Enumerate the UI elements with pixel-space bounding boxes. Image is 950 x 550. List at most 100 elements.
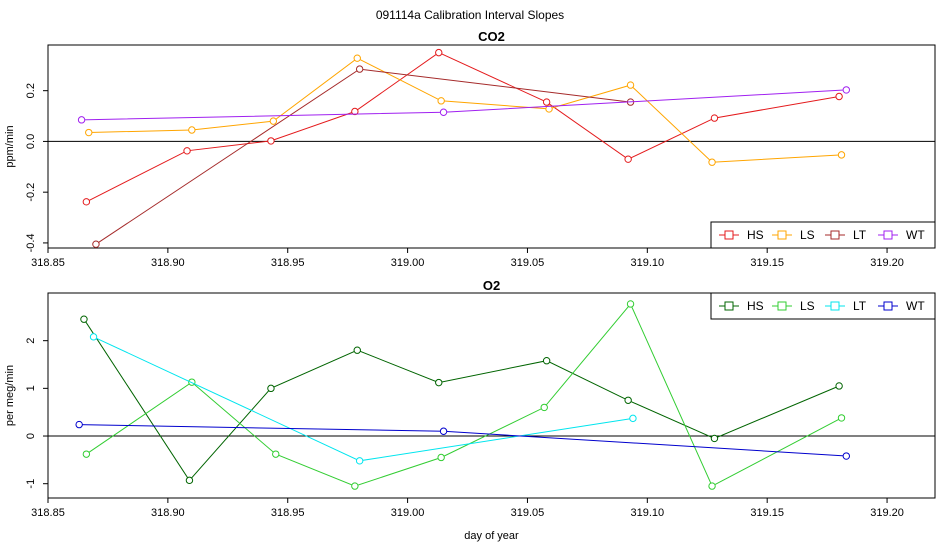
- legend-label-hs: HS: [747, 299, 764, 313]
- data-point-ls: [626, 300, 635, 308]
- data-point-ls: [353, 54, 361, 62]
- data-point-ls: [85, 128, 93, 137]
- data-point-hs: [80, 315, 88, 323]
- y-tick-label: -1: [25, 479, 37, 489]
- data-point-wt: [842, 452, 850, 460]
- x-tick-label: 318.85: [31, 507, 65, 519]
- legend-label-lt: LT: [853, 299, 867, 313]
- data-point-wt: [439, 108, 448, 116]
- legend-marker-lt: [830, 301, 840, 311]
- main-title: 091114a Calibration Interval Slopes: [376, 8, 564, 22]
- x-tick-label: 319.20: [870, 507, 904, 519]
- data-point-hs: [267, 384, 275, 393]
- y-tick-label: 0.2: [25, 83, 37, 98]
- data-point-hs: [542, 356, 551, 365]
- data-point-wt: [75, 420, 83, 429]
- data-point-hs: [82, 198, 91, 206]
- x-tick-label: 318.85: [31, 257, 65, 269]
- y-tick-label: 2: [25, 338, 37, 344]
- data-point-wt: [439, 427, 448, 435]
- data-point-lt: [355, 457, 364, 465]
- y-tick-label: -0.4: [25, 233, 37, 252]
- legend-marker-ls: [777, 301, 787, 311]
- data-point-ls: [269, 117, 278, 125]
- data-point-wt: [77, 116, 86, 124]
- data-point-lt: [629, 414, 637, 423]
- data-point-hs: [710, 434, 719, 443]
- o2-panel: O2 318.85 318.90 318.95 319.00 319.05 319.10 31…: [4, 278, 936, 542]
- series-line-ls: [86, 303, 842, 487]
- data-point-hs: [183, 147, 191, 155]
- y-axis-label: ppm/min: [4, 125, 16, 167]
- series-line-hs: [83, 318, 840, 482]
- x-tick-label: 319.10: [630, 507, 664, 519]
- legend-box: [710, 292, 936, 320]
- y-axis-label: per meg/min: [4, 365, 16, 426]
- data-point-hs: [185, 476, 194, 485]
- data-point-hs: [624, 155, 632, 163]
- data-point-hs: [435, 378, 443, 387]
- data-point-ls: [188, 126, 196, 134]
- panel-title: CO2: [478, 29, 505, 44]
- data-point-wt: [842, 86, 850, 94]
- data-point-ls: [708, 158, 716, 166]
- y-tick-label: 0.0: [25, 134, 37, 149]
- plot-frame: [47, 292, 936, 499]
- data-point-hs: [710, 114, 719, 122]
- data-point-hs: [624, 396, 632, 404]
- data-point-ls: [837, 414, 846, 422]
- y-tick-label: 1: [25, 385, 37, 391]
- legend-marker-wt: [883, 230, 893, 240]
- legend-label-wt: WT: [906, 299, 925, 313]
- data-point-ls: [540, 403, 548, 412]
- data-point-hs: [435, 48, 443, 57]
- series-line-lt: [93, 336, 633, 462]
- x-tick-label: 319.10: [630, 257, 664, 269]
- series-line-wt: [79, 424, 847, 457]
- data-point-ls: [437, 97, 445, 105]
- panel-title: O2: [483, 278, 500, 293]
- x-tick-label: 319.15: [750, 507, 784, 519]
- plot-frame: [47, 44, 936, 249]
- legend-marker-hs: [724, 301, 734, 311]
- data-point-ls: [272, 450, 280, 458]
- x-axis-label: day of year: [464, 530, 519, 542]
- x-tick-label: 319.00: [391, 507, 425, 519]
- legend-marker-ls: [777, 230, 787, 240]
- legend-marker-lt: [830, 230, 840, 240]
- x-tick-label: 319.20: [870, 257, 904, 269]
- data-point-ls: [545, 105, 553, 113]
- x-tick-label: 318.95: [271, 507, 305, 519]
- legend-label-lt: LT: [853, 228, 867, 242]
- data-point-ls: [708, 482, 716, 490]
- data-point-ls: [837, 151, 846, 159]
- legend-label-wt: WT: [906, 228, 925, 242]
- x-tick-label: 319.00: [391, 257, 425, 269]
- legend: HS LS LT WT: [710, 292, 936, 320]
- x-tick-label: 318.90: [151, 257, 185, 269]
- legend-label-ls: LS: [800, 299, 815, 313]
- data-point-ls: [351, 482, 359, 490]
- legend-label-hs: HS: [747, 228, 764, 242]
- data-point-hs: [267, 137, 275, 145]
- data-point-hs: [542, 98, 551, 106]
- y-tick-label: 0: [25, 433, 37, 439]
- legend-marker-hs: [724, 230, 734, 240]
- co2-panel: CO2 318.85 318.90 318.95 319.00 319.05 319.10 3…: [4, 29, 936, 269]
- legend-marker-wt: [883, 301, 893, 311]
- y-tick-label: -0.2: [25, 183, 37, 202]
- data-point-hs: [351, 107, 359, 116]
- series-line-ls: [88, 57, 842, 163]
- data-point-lt: [89, 333, 98, 341]
- legend: HS LS LT WT: [710, 221, 936, 249]
- x-tick-label: 319.15: [750, 257, 784, 269]
- legend-label-ls: LS: [800, 228, 815, 242]
- x-tick-label: 319.05: [511, 507, 545, 519]
- data-point-hs: [835, 92, 843, 101]
- x-tick-label: 318.95: [271, 257, 305, 269]
- x-tick-label: 319.05: [511, 257, 545, 269]
- data-point-ls: [626, 81, 635, 89]
- series-line-hs: [86, 52, 840, 203]
- x-tick-label: 318.90: [151, 507, 185, 519]
